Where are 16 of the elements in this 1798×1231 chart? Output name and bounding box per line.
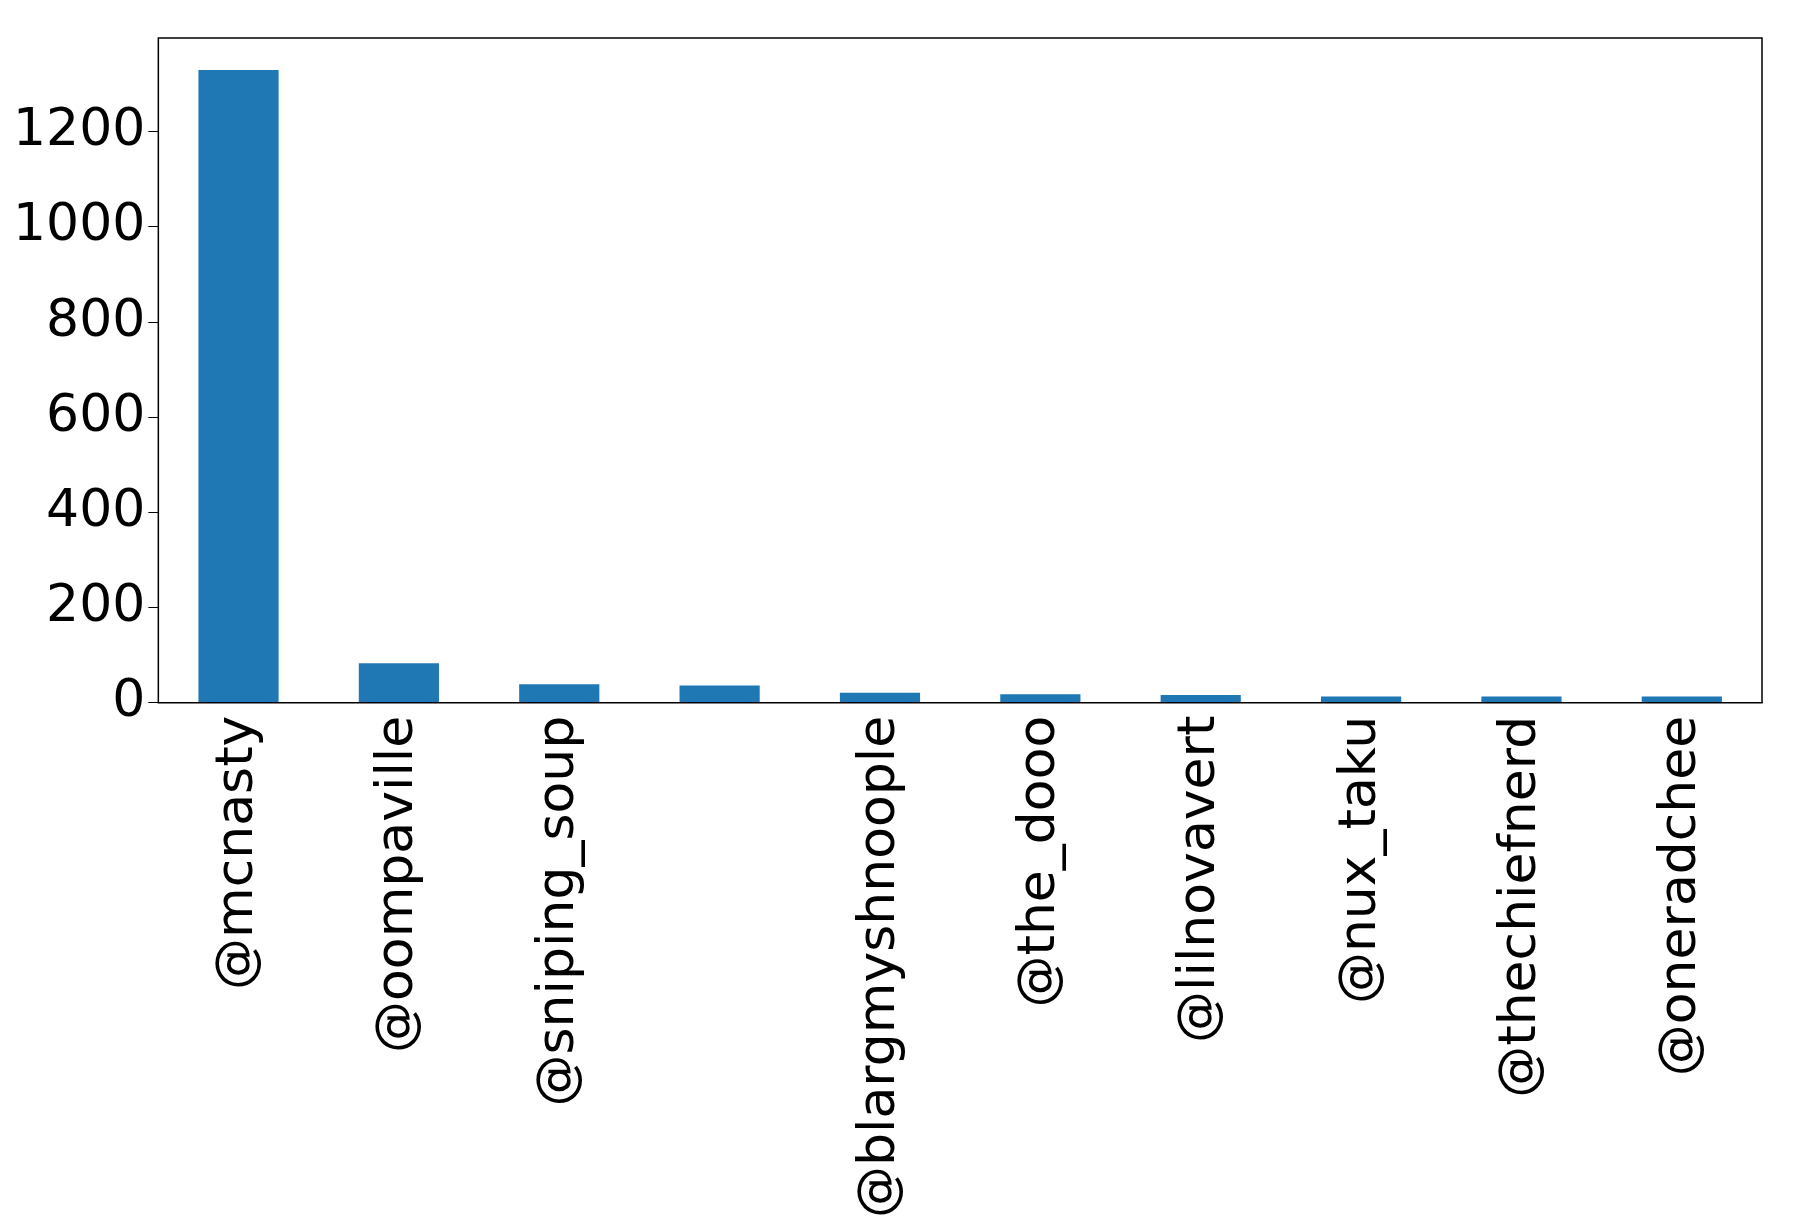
y-tick-label: 400 [46, 477, 146, 538]
y-tick-label: 1200 [12, 97, 146, 158]
x-tick-label: @nux_taku [1326, 715, 1387, 1005]
y-tick-label: 0 [112, 668, 146, 729]
x-tick-label: @lilnovavert [1166, 715, 1227, 1043]
x-tick-label: @thechiefnerd [1486, 715, 1547, 1098]
y-tick-label: 800 [46, 287, 146, 348]
x-tick-label: @sniping_soup [524, 715, 585, 1107]
x-tick-label: @oneradchee [1647, 715, 1708, 1077]
x-tick-label: @the_dooo [1005, 715, 1066, 1008]
x-tick-label: @oompaville [364, 715, 425, 1053]
y-tick-label: 600 [46, 382, 146, 443]
y-tick-label: 1000 [12, 192, 146, 253]
x-tick-label: @blargmyshnoople [845, 715, 906, 1219]
y-tick-label: 200 [46, 573, 146, 634]
x-tick-label: @mcnasty [204, 715, 265, 991]
